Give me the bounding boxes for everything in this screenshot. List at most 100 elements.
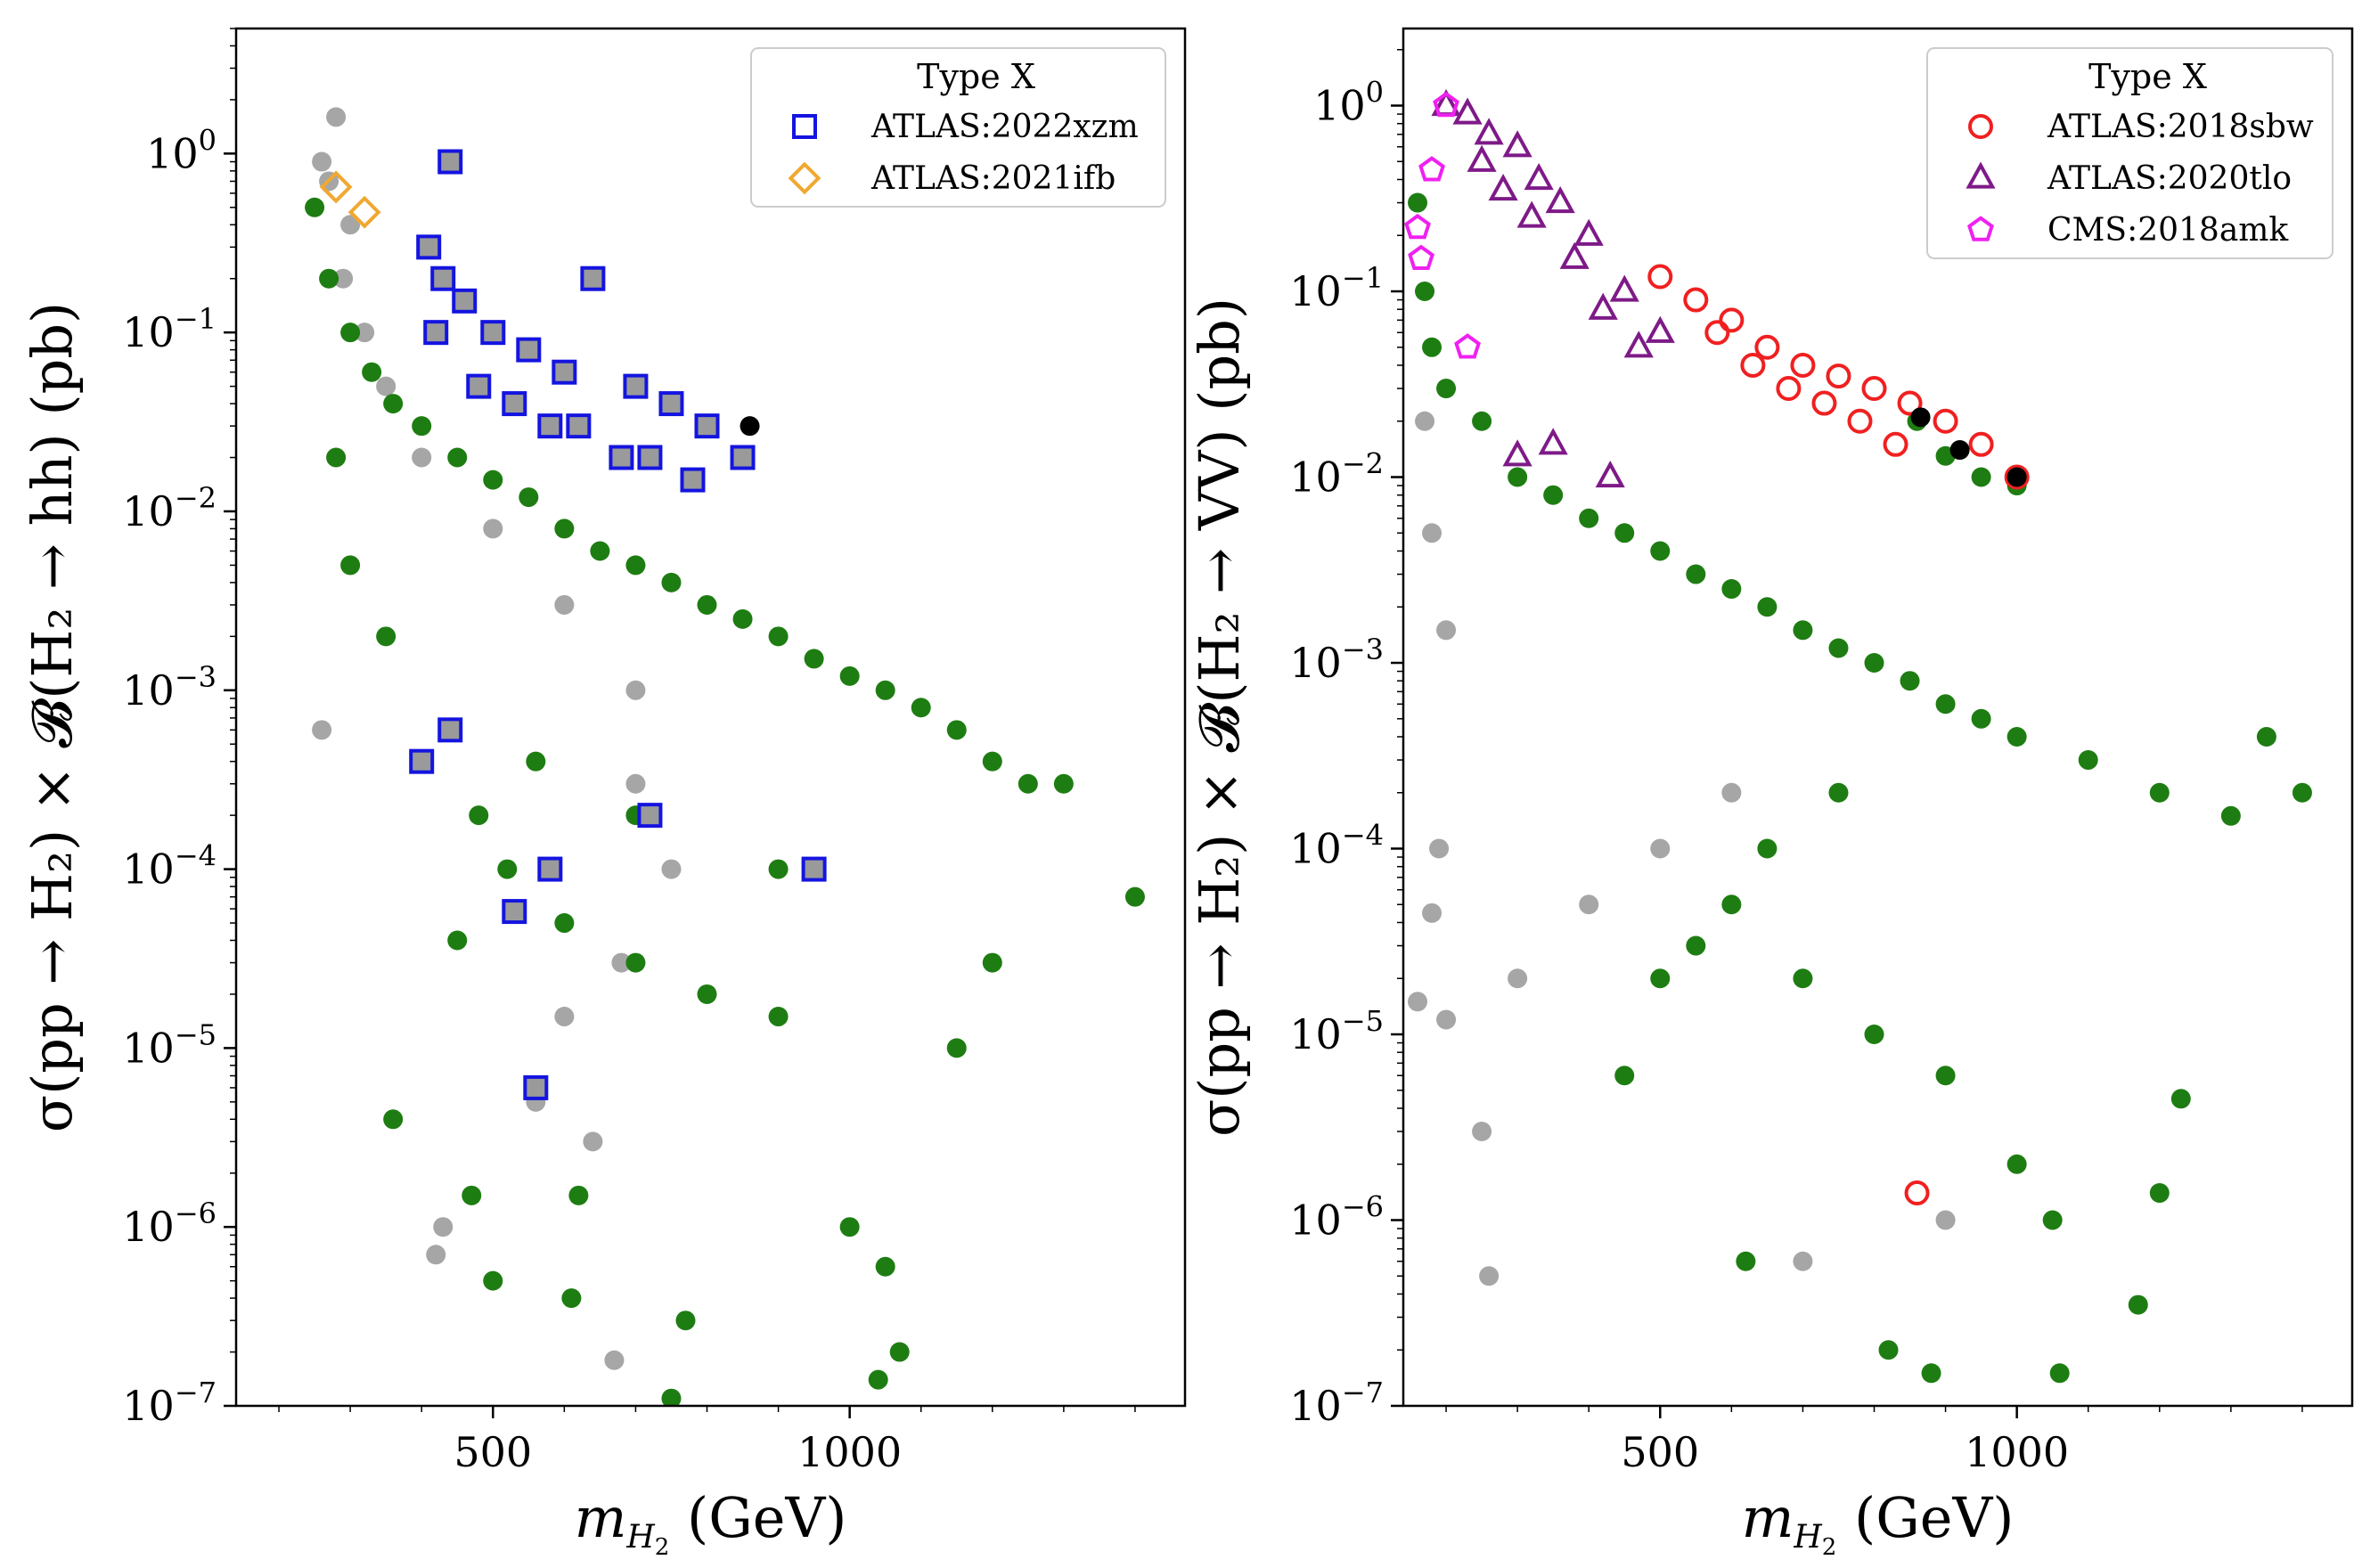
data-point (426, 1245, 446, 1265)
data-point (625, 773, 646, 794)
data-point (2004, 464, 2030, 490)
legend-marker (1966, 161, 1996, 189)
data-point (1454, 333, 1481, 359)
data-point (319, 268, 339, 289)
y-axis-label: σ(pp → H₂) × 𝓑(H₂ → VV) (pb) (1187, 298, 1252, 1137)
data-point (483, 519, 503, 539)
y-tick-label: 10−5 (122, 1017, 217, 1072)
data-point (675, 1311, 696, 1331)
data-point (2220, 805, 2241, 826)
data-point (1721, 579, 1742, 600)
data-point (362, 362, 382, 382)
y-tick-label: 10−2 (1289, 447, 1384, 502)
data-point (561, 1288, 582, 1309)
series-atlas-2020tlo (1431, 88, 1675, 488)
data-point (911, 698, 931, 718)
data-point (694, 413, 720, 439)
data-point (430, 265, 456, 291)
data-point (326, 447, 347, 468)
data-point (1422, 523, 1443, 543)
data-point (376, 626, 396, 647)
data-point (437, 149, 463, 175)
y-tick-label: 10−6 (1289, 1190, 1384, 1245)
data-point (2006, 1154, 2027, 1174)
legend-marker (788, 161, 821, 195)
legend-title: Type X (2088, 57, 2207, 96)
data-point (889, 1342, 910, 1362)
data-point (433, 1217, 454, 1237)
data-point (1508, 467, 1528, 487)
data-point (1721, 782, 1742, 803)
data-point (1124, 886, 1145, 907)
data-point (2042, 1210, 2063, 1230)
data-point (305, 197, 325, 217)
legend: Type X ATLAS:2018sbw ATLAS:2020tlo CMS:2018… (1926, 47, 2333, 259)
data-point (946, 1038, 967, 1058)
legend-entry-label: ATLAS:2020tlo (2047, 160, 2292, 197)
data-point (1436, 379, 1457, 399)
data-point (1790, 352, 1816, 378)
data-point (740, 416, 760, 437)
data-point (1516, 200, 1547, 228)
y-tick-label: 10−3 (122, 660, 217, 715)
x-axis-label: mH2 (GeV) (1742, 1485, 2015, 1561)
data-point (1053, 773, 1074, 794)
data-point (637, 803, 663, 829)
series-highlight (740, 416, 760, 437)
data-point (2006, 467, 2027, 487)
data-point (1757, 838, 1778, 859)
data-point (502, 899, 527, 925)
data-point (319, 170, 353, 204)
data-point (732, 608, 753, 629)
data-point (1472, 1122, 1492, 1142)
data-point (519, 487, 539, 508)
data-point (1404, 213, 1431, 240)
legend: Type X ATLAS:2022xzm ATLAS:2021ifb (750, 47, 1166, 208)
data-point (1828, 782, 1849, 803)
data-point (875, 1256, 895, 1277)
data-point (1935, 694, 1956, 715)
data-point (1793, 620, 1813, 641)
data-point (312, 720, 332, 740)
data-point (1502, 439, 1532, 467)
y-tick-label: 100 (1313, 76, 1384, 130)
data-point (637, 445, 663, 470)
x-tick-label: 500 (454, 1428, 532, 1476)
data-point (1538, 428, 1568, 455)
data-point (1704, 320, 1730, 346)
data-point (1436, 1009, 1457, 1030)
data-point (412, 447, 432, 468)
data-points (305, 107, 1145, 1406)
legend-marker (1968, 114, 1993, 139)
series-cms-2018amk (1404, 91, 1481, 359)
data-point (340, 555, 361, 576)
data-point (1467, 144, 1497, 172)
data-point (1422, 337, 1443, 357)
data-point (2149, 782, 2170, 803)
data-point (946, 720, 967, 740)
y-tick-label: 10−6 (122, 1196, 217, 1251)
data-point (523, 1074, 549, 1100)
data-point (1650, 838, 1671, 859)
series-highlight (1910, 407, 2027, 487)
data-point (1828, 638, 1849, 658)
data-point (1910, 407, 1931, 428)
data-point (1472, 411, 1492, 431)
data-point (1921, 1363, 1941, 1384)
x-tick-label: 1000 (1965, 1428, 2069, 1476)
data-point (423, 320, 449, 346)
y-tick-label: 10−7 (1289, 1376, 1384, 1430)
data-point (1757, 597, 1778, 617)
data-point (1740, 352, 1766, 378)
data-point (1573, 218, 1604, 246)
series-atlas-2022xzm (409, 149, 827, 1100)
data-point (1776, 376, 1802, 402)
data-point (2128, 1294, 2148, 1315)
x-tick-label: 500 (1621, 1428, 1699, 1476)
series-atlas-2018sbw (1647, 264, 2030, 1206)
legend-entry-label: CMS:2018amk (2047, 212, 2289, 249)
data-point (839, 1217, 860, 1237)
data-point (1418, 156, 1445, 182)
data-point (623, 373, 649, 399)
y-axis-label: σ(pp → H₂) × 𝓑(H₂ → hh) (pb) (20, 302, 85, 1132)
